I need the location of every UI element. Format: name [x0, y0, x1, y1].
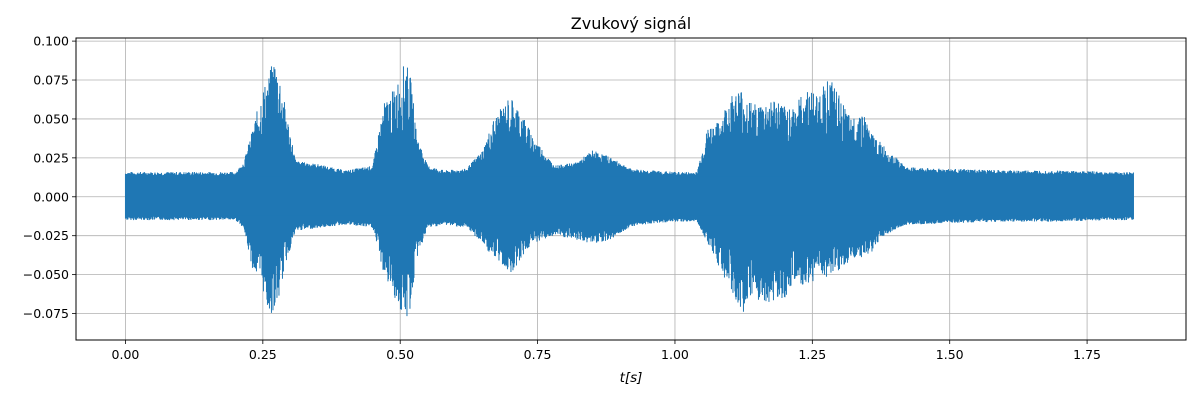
x-tick-label: 1.25: [798, 347, 826, 362]
x-tick-label: 0.50: [386, 347, 414, 362]
x-tick-label: 1.00: [661, 347, 689, 362]
plot-area: [124, 66, 1134, 317]
y-tick-label: 0.050: [33, 111, 69, 126]
axes-frame: [75, 37, 1187, 341]
y-tick-label: −0.075: [23, 306, 69, 321]
grid-lines: [76, 38, 1186, 340]
x-axis-ticks: 0.00 0.25 0.50 0.75 1.00 1.25 1.50 1.75: [112, 340, 1101, 362]
chart-title: Zvukový signál: [571, 14, 691, 33]
y-tick-label: −0.050: [23, 267, 69, 282]
y-tick-label: 0.100: [33, 34, 69, 49]
signal-core-band: [125, 176, 1134, 216]
x-axis-label: t[s]: [620, 370, 643, 386]
y-tick-label: 0.025: [33, 150, 69, 165]
x-tick-label: 0.75: [524, 347, 552, 362]
x-tick-label: 1.50: [936, 347, 964, 362]
y-axis-ticks: −0.075 −0.050 −0.025 0.000 0.025 0.050 0.075 0.…: [23, 34, 76, 321]
x-tick-label: 0.00: [112, 347, 140, 362]
y-tick-label: −0.025: [23, 228, 69, 243]
y-tick-label: 0.075: [33, 73, 69, 88]
x-tick-label: 1.75: [1073, 347, 1101, 362]
x-tick-label: 0.25: [249, 347, 277, 362]
y-tick-label: 0.000: [33, 189, 69, 204]
